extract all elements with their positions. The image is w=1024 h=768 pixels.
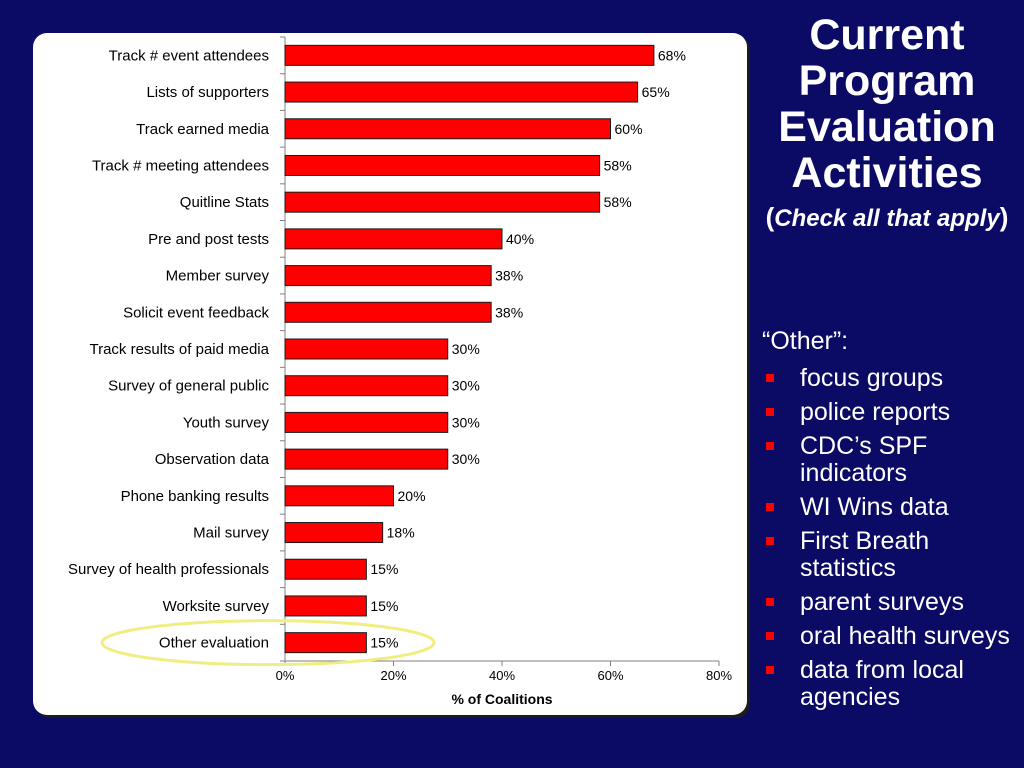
bar — [284, 301, 492, 323]
title-line-1: Current — [809, 11, 965, 59]
list-item-text: police reports — [800, 398, 951, 426]
subtitle-open-paren: ( — [765, 202, 775, 232]
bar — [284, 228, 503, 250]
value-label: 30% — [452, 451, 480, 467]
bar — [284, 265, 492, 287]
value-label: 58% — [604, 157, 632, 173]
list-item-text: First Breath statistics — [800, 527, 930, 582]
title-line-4: Activities — [791, 149, 983, 197]
bar — [284, 81, 639, 103]
square-bullet-icon — [766, 408, 774, 416]
value-label: 30% — [452, 341, 480, 357]
slide-title: Current Program Evaluation Activities (C… — [755, 12, 1019, 238]
bar — [284, 191, 601, 213]
value-label: 18% — [387, 525, 415, 541]
bar — [284, 118, 611, 140]
square-bullet-icon — [766, 503, 774, 511]
value-label: 40% — [506, 231, 534, 247]
category-label: Member survey — [166, 268, 270, 285]
category-label: Track # event attendees — [109, 47, 269, 64]
list-item-text: oral health surveys — [800, 622, 1010, 650]
list-item-text: parent surveys — [800, 588, 964, 616]
category-label: Track results of paid media — [89, 341, 269, 358]
list-item: data from local agencies — [760, 657, 1020, 711]
category-label: Mail survey — [193, 525, 269, 542]
title-line-2: Program — [798, 57, 976, 105]
x-tick-label: 20% — [380, 668, 406, 683]
list-item-text: data from local agencies — [800, 656, 964, 711]
square-bullet-icon — [766, 632, 774, 640]
value-label: 60% — [615, 121, 643, 137]
bar — [284, 154, 601, 176]
list-item: CDC’s SPF indicators — [760, 433, 1020, 487]
category-label: Survey of general public — [108, 378, 269, 395]
x-tick-label: 0% — [276, 668, 295, 683]
category-label: Survey of health professionals — [68, 561, 269, 578]
notes-heading: “Other”: — [762, 327, 849, 355]
list-item-text: focus groups — [800, 364, 944, 392]
category-label: Youth survey — [183, 414, 270, 431]
square-bullet-icon — [766, 598, 774, 606]
value-label: 65% — [642, 84, 670, 100]
bar — [284, 558, 367, 580]
list-item: First Breath statistics — [760, 528, 1020, 582]
x-tick-label: 80% — [706, 668, 732, 683]
subtitle-text: Check all that apply — [774, 205, 1000, 232]
x-tick-label: 60% — [597, 668, 623, 683]
subtitle-close-paren: ) — [999, 202, 1009, 232]
square-bullet-icon — [766, 374, 774, 382]
value-label: 30% — [452, 378, 480, 394]
bar — [284, 375, 449, 397]
category-label: Track # meeting attendees — [92, 157, 269, 174]
value-label: 38% — [495, 268, 523, 284]
list-item: police reports — [760, 399, 1020, 426]
x-tick-label: 40% — [489, 668, 515, 683]
list-item-text: CDC’s SPF indicators — [800, 432, 928, 487]
highlight-ellipse — [100, 619, 436, 667]
list-item: focus groups — [760, 365, 1020, 392]
list-item-text: WI Wins data — [800, 493, 949, 521]
list-item: oral health surveys — [760, 623, 1020, 650]
bar — [284, 485, 394, 507]
bar — [284, 595, 367, 617]
category-label: Other evaluation — [159, 635, 269, 652]
notes-list: focus groups police reports CDC’s SPF in… — [760, 365, 1020, 711]
bar — [284, 338, 449, 360]
value-label: 38% — [495, 304, 523, 320]
category-label: Observation data — [155, 451, 270, 468]
value-label: 68% — [658, 47, 686, 63]
bar-chart: 0% 20% 40% 60% 80% % of Coalitions Track # eve… — [68, 36, 732, 707]
bar — [284, 448, 449, 470]
value-label: 58% — [604, 194, 632, 210]
chart-panel: 0% 20% 40% 60% 80% % of Coalitions Track # eve… — [33, 33, 747, 715]
value-label: 15% — [370, 561, 398, 577]
value-label: 15% — [370, 635, 398, 651]
title-line-3: Evaluation — [778, 103, 996, 151]
bar — [284, 411, 449, 433]
category-label: Quitline Stats — [180, 194, 269, 211]
category-label: Track earned media — [136, 121, 269, 138]
list-item: WI Wins data — [760, 494, 1020, 521]
category-label: Solicit event feedback — [123, 304, 269, 321]
value-label: 15% — [370, 598, 398, 614]
list-item: parent surveys — [760, 589, 1020, 616]
bar — [284, 522, 384, 544]
square-bullet-icon — [766, 442, 774, 450]
value-label: 20% — [398, 488, 426, 504]
x-axis-label: % of Coalitions — [451, 691, 552, 707]
category-label: Pre and post tests — [148, 231, 269, 248]
other-notes: “Other”: focus groups police reports CDC… — [760, 324, 1020, 711]
square-bullet-icon — [766, 537, 774, 545]
category-label: Worksite survey — [163, 598, 270, 615]
category-label: Lists of supporters — [146, 84, 269, 101]
category-label: Phone banking results — [121, 488, 269, 505]
value-label: 30% — [452, 414, 480, 430]
bar — [284, 632, 367, 654]
square-bullet-icon — [766, 666, 774, 674]
title-subtitle: (Check all that apply) — [755, 198, 1019, 238]
bar — [284, 44, 655, 66]
